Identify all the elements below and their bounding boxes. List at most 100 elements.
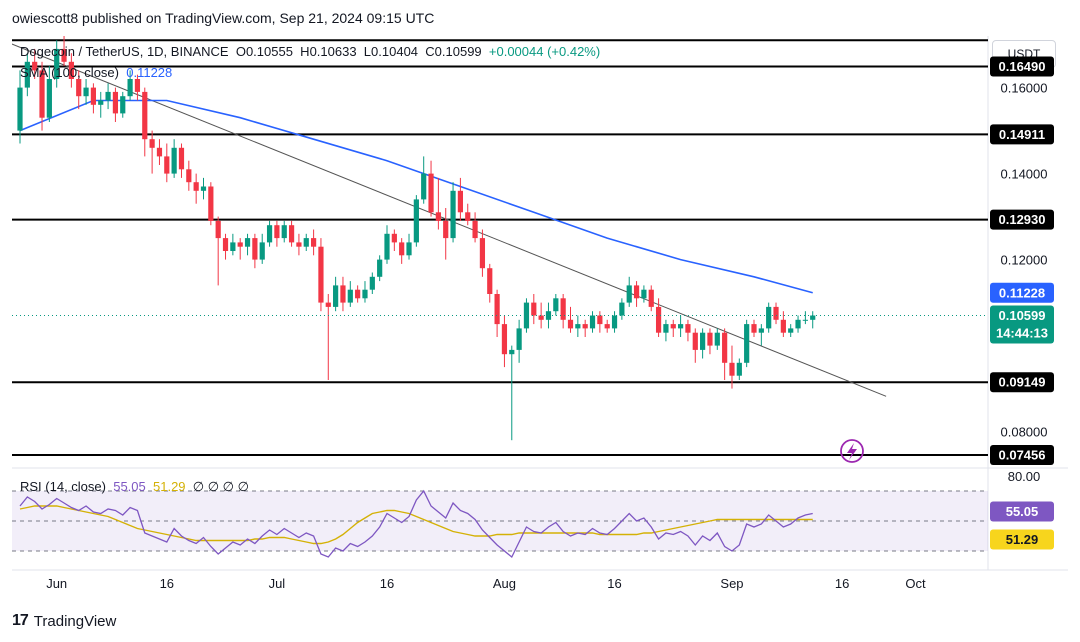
candle-body [318,246,324,303]
candle-body [369,276,375,290]
rsi-value: 55.05 [113,479,146,494]
candle-body [193,182,199,191]
candle-body [435,212,441,221]
time-tick-label: Jul [269,576,286,591]
candle-body [707,332,713,346]
candle-body [252,238,258,260]
level-label-bg [990,124,1054,145]
candle-body [450,190,456,239]
candle-body [288,225,295,243]
candle-body [303,238,309,247]
candle-body [399,242,405,256]
level-label: 0.14911 [999,127,1045,142]
level-label: 0.16490 [999,59,1046,74]
trendline-segment [12,43,887,397]
countdown-badge: 14:44:13 [996,326,1048,341]
price-badge-bg [990,305,1054,344]
candle-body [68,61,74,79]
candle-body [523,302,530,329]
candle-body [802,319,808,321]
candle-body [230,242,236,251]
candle-body [597,315,603,325]
price-tick-label: 0.08000 [1001,425,1048,440]
sma-legend[interactable]: SMA (100, close) 0.11228 [20,65,172,80]
rsi-legend[interactable]: RSI (14, close) 55.05 51.29 ∅ ∅ ∅ ∅ [20,479,249,495]
candle-body [362,289,368,299]
candle-body [333,285,339,307]
rsi-label: RSI (14, close) [20,479,106,494]
candle-body [134,79,141,92]
price-axis-labels: 0.16000 0.14000 0.12000 0.08000 0.16490 0.149… [990,56,1054,550]
tradingview-logo: 17 [12,612,29,629]
rsi-badge: 55.05 [1006,504,1039,519]
candle-body [509,349,515,355]
low-value: 0.10404 [371,44,419,59]
candle-body [384,233,390,260]
candle-body [465,212,471,221]
candle-body [780,319,786,333]
candle-body [487,268,493,294]
time-tick-label: 16 [835,576,849,591]
level-label-bg [990,56,1054,77]
open-value: 0.10555 [245,44,293,59]
level-label-bg [990,372,1054,393]
candle-body [421,173,427,200]
candle-body [39,70,45,118]
candle-body [90,87,96,105]
candle-body [773,306,779,320]
candle-body [46,79,52,118]
price-tick-label: 0.14000 [1001,167,1048,182]
rsi-tick-label: 80.00 [1008,469,1041,484]
candle-body [340,285,346,303]
candle-body [575,324,581,329]
lightning-icon[interactable] [840,439,864,463]
candle-body [751,324,757,333]
candle-body [296,242,302,247]
time-axis-labels: Jun 16 Jul 16 Aug 16 Sep 16 Oct [46,576,926,591]
ohlc-legend: Dogecoin / TetherUS, 1D, BINANCE O0.1055… [20,44,601,59]
candle-body [347,289,353,303]
candle-body [61,48,67,62]
rsi-plot [19,489,813,559]
footer-brand[interactable]: 17 TradingView [12,612,116,630]
candle-body [722,332,728,363]
candle-body [355,289,361,299]
publish-info: owiescott8 published on TradingView.com,… [12,10,435,26]
price-tick-label: 0.16000 [1001,81,1048,96]
candle-body [127,79,133,97]
candle-body [567,319,574,329]
time-tick-label: 16 [607,576,621,591]
candle-body [120,96,126,114]
rsi-band [12,490,988,552]
candle-body [24,61,30,88]
candle-body [479,238,486,269]
candle-body [516,328,522,350]
candle-body [678,324,684,329]
candle-body [259,242,265,260]
candle-body [538,315,544,320]
horizontal-levels [12,39,988,456]
candle-body [736,362,742,376]
candle-body [626,285,632,303]
sma-value: 0.11228 [126,65,173,80]
candle-body [714,332,720,346]
candle-body [244,238,251,247]
candle-body [428,173,434,213]
candle-body [105,91,111,101]
candle-body [186,169,192,183]
level-label-bg [990,209,1054,230]
symbol-title[interactable]: Dogecoin / TetherUS, 1D, BINANCE [20,44,229,59]
sma-badge-bg [990,282,1054,303]
close-value: 0.10599 [434,44,482,59]
candle-body [670,324,676,329]
time-tick-label: 16 [160,576,174,591]
rsi-ma-line [19,505,813,545]
candle-body [178,147,185,170]
change-value: +0.00044 (+0.42%) [488,44,601,59]
sma-label: SMA (100, close) [20,65,119,80]
trendline [12,43,887,397]
candle-body [604,324,610,329]
time-tick-label: Aug [493,576,516,591]
rsi-ma-value: 51.29 [153,479,186,494]
